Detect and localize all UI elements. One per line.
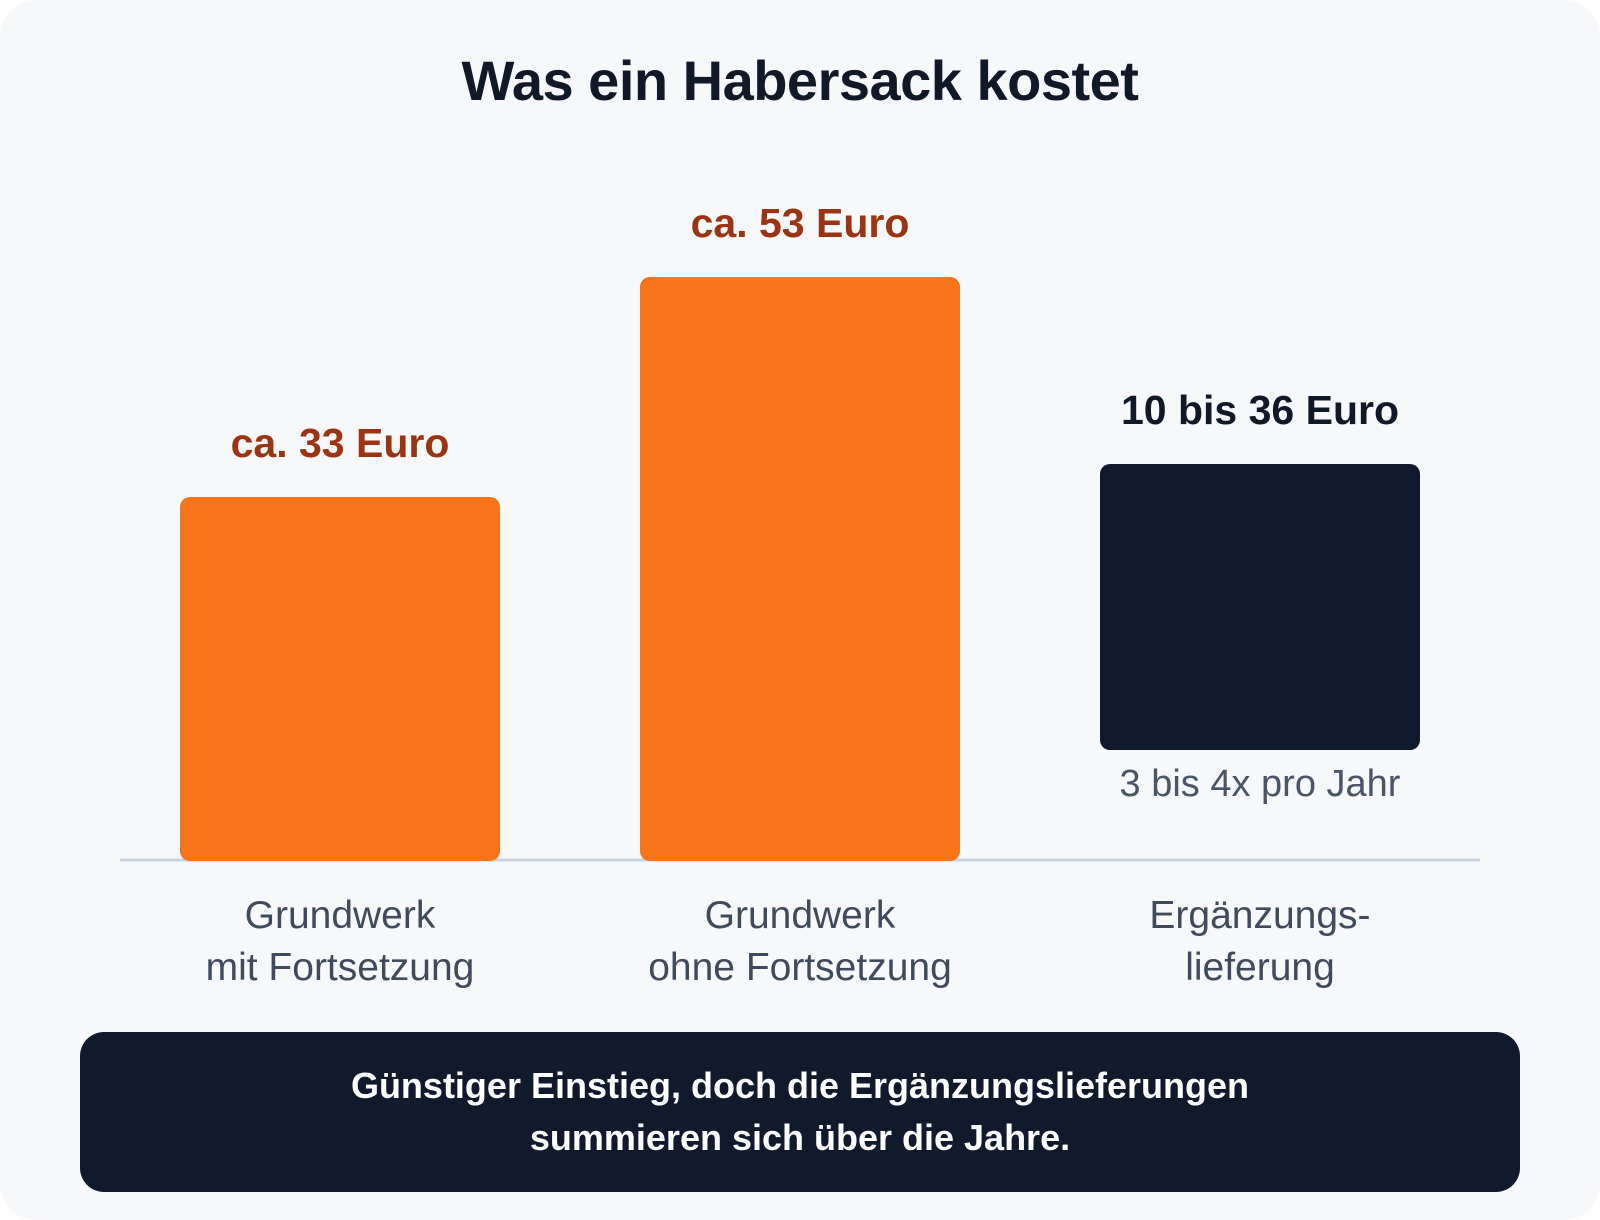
bar-2 bbox=[640, 277, 960, 861]
summary-note-text: Günstiger Einstieg, doch die Ergänzungsl… bbox=[350, 1065, 1250, 1158]
category-label-line: ohne Fortsetzung bbox=[648, 946, 952, 989]
category-label-line: Grundwerk bbox=[705, 894, 896, 937]
category-label-line: lieferung bbox=[1185, 946, 1335, 989]
category-label-3: Ergänzungs-lieferung bbox=[1149, 894, 1370, 989]
category-label-line: mit Fortsetzung bbox=[206, 946, 475, 989]
bar-annotation-1: 3 bis 4x pro Jahr bbox=[1120, 763, 1401, 805]
bar-3 bbox=[1100, 464, 1420, 750]
category-label-line: Ergänzungs- bbox=[1149, 894, 1370, 937]
bar-1 bbox=[180, 497, 500, 861]
bar-value-label-3: 10 bis 36 Euro bbox=[1121, 387, 1399, 433]
category-label-line: Grundwerk bbox=[245, 894, 436, 937]
summary-note-box: Günstiger Einstieg, doch die Ergänzungsl… bbox=[80, 1032, 1520, 1192]
bar-value-label-2: ca. 53 Euro bbox=[691, 200, 910, 246]
chart-title: Was ein Habersack kostet bbox=[461, 49, 1139, 112]
category-label-1: Grundwerk mit Fortsetzung bbox=[206, 894, 475, 989]
bar-chart: ca. 33 Euro Grundwerk mit Fortsetzung ca. 5… bbox=[120, 200, 1480, 989]
bar-value-label-1: ca. 33 Euro bbox=[231, 420, 450, 466]
category-label-2: Grundwerk ohne Fortsetzung bbox=[648, 894, 952, 989]
